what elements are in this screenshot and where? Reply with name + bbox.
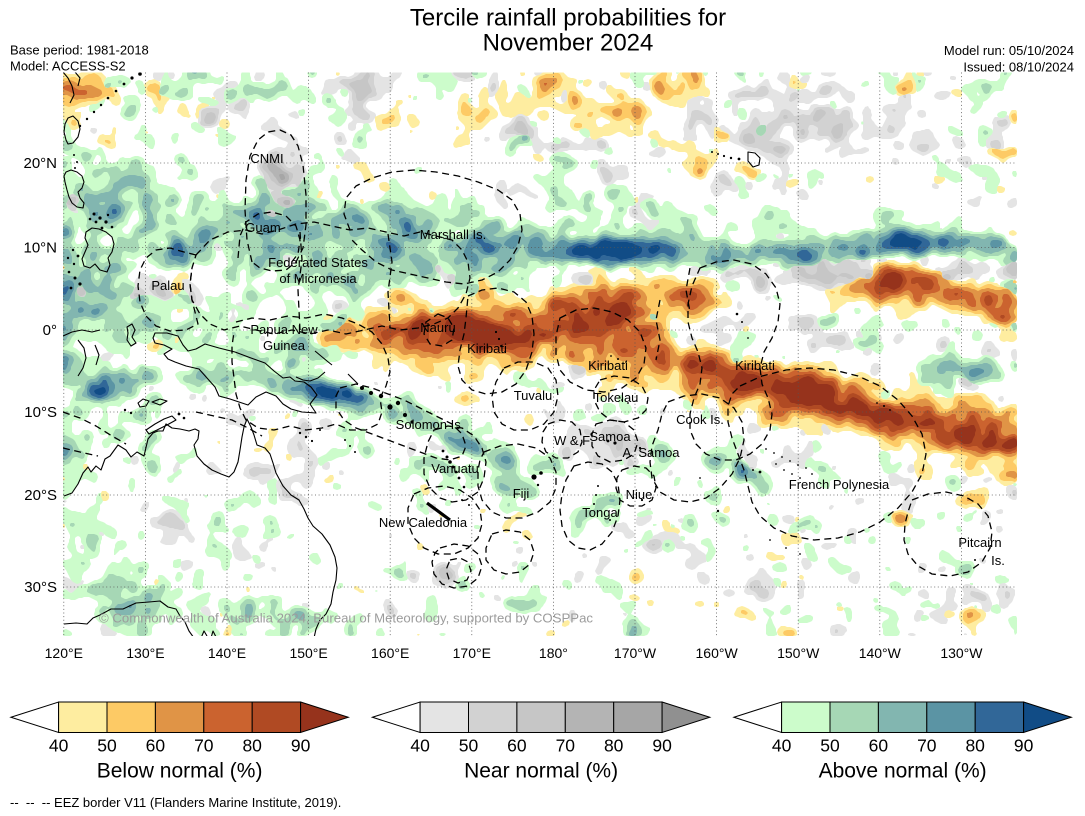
svg-text:20°N: 20°N — [23, 155, 57, 172]
svg-text:160°W: 160°W — [696, 645, 739, 661]
svg-text:90: 90 — [652, 736, 672, 756]
svg-text:60: 60 — [146, 736, 166, 756]
svg-text:Kiribati: Kiribati — [467, 341, 507, 356]
svg-text:Vanuatu: Vanuatu — [431, 461, 478, 476]
svg-text:November 2024: November 2024 — [483, 30, 654, 57]
svg-text:Below normal (%): Below normal (%) — [97, 760, 263, 783]
svg-text:40: 40 — [410, 736, 430, 756]
svg-text:170°W: 170°W — [614, 645, 657, 661]
svg-text:-- -- -- EEZ border V11 (Fla: -- -- -- EEZ border V11 (Flanders Marine… — [10, 795, 341, 810]
svg-text:Solomon Is.: Solomon Is. — [396, 417, 465, 432]
svg-text:Tokelau: Tokelau — [594, 390, 639, 405]
svg-text:70: 70 — [917, 736, 937, 756]
svg-text:10°S: 10°S — [24, 404, 57, 421]
svg-text:Tercile rainfall probabilities: Tercile rainfall probabilities for — [410, 5, 726, 32]
svg-text:170°E: 170°E — [453, 645, 491, 661]
svg-text:Papua New: Papua New — [250, 322, 318, 337]
svg-text:0°: 0° — [43, 322, 57, 339]
svg-text:Kiribati: Kiribati — [735, 358, 775, 373]
svg-text:70: 70 — [194, 736, 214, 756]
svg-text:130°E: 130°E — [126, 645, 164, 661]
svg-text:Fiji: Fiji — [513, 486, 530, 501]
svg-text:Marshall Is.: Marshall Is. — [420, 227, 486, 242]
svg-text:Is.: Is. — [991, 553, 1005, 568]
svg-text:140°W: 140°W — [859, 645, 902, 661]
svg-text:60: 60 — [507, 736, 527, 756]
svg-text:150°W: 150°W — [777, 645, 820, 661]
svg-text:of Micronesia: of Micronesia — [279, 271, 357, 286]
svg-text:Niue: Niue — [626, 487, 653, 502]
svg-text:90: 90 — [1014, 736, 1034, 756]
svg-text:80: 80 — [242, 736, 262, 756]
svg-text:80: 80 — [965, 736, 985, 756]
svg-text:140°E: 140°E — [208, 645, 246, 661]
svg-text:Kiribati: Kiribati — [588, 358, 628, 373]
svg-text:60: 60 — [869, 736, 889, 756]
svg-text:130°W: 130°W — [940, 645, 983, 661]
svg-text:30°S: 30°S — [24, 579, 57, 596]
svg-text:10°N: 10°N — [23, 240, 57, 257]
svg-text:Nauru: Nauru — [420, 320, 455, 335]
svg-text:90: 90 — [291, 736, 311, 756]
svg-text:A. Samoa: A. Samoa — [622, 445, 680, 460]
svg-text:CNMI: CNMI — [250, 151, 283, 166]
svg-text:Tuvalu: Tuvalu — [514, 388, 553, 403]
svg-text:120°E: 120°E — [45, 645, 83, 661]
svg-text:Base period: 1981-2018: Base period: 1981-2018 — [10, 43, 149, 58]
svg-text:50: 50 — [97, 736, 117, 756]
svg-text:W & F: W & F — [554, 433, 590, 448]
svg-text:Model: ACCESS-S2: Model: ACCESS-S2 — [10, 59, 126, 74]
svg-text:80: 80 — [604, 736, 624, 756]
svg-text:Palau: Palau — [151, 278, 184, 293]
svg-text:Pitcairn: Pitcairn — [958, 535, 1001, 550]
svg-text:Guam: Guam — [245, 220, 280, 235]
svg-text:50: 50 — [820, 736, 840, 756]
svg-text:150°E: 150°E — [289, 645, 327, 661]
svg-text:Above normal (%): Above normal (%) — [819, 760, 987, 783]
svg-text:French Polynesia: French Polynesia — [789, 477, 890, 492]
svg-text:Model run: 05/10/2024: Model run: 05/10/2024 — [944, 43, 1074, 58]
svg-text:40: 40 — [772, 736, 792, 756]
svg-text:New Caledonia: New Caledonia — [379, 515, 468, 530]
svg-text:40: 40 — [49, 736, 69, 756]
svg-text:Cook Is.: Cook Is. — [676, 412, 724, 427]
svg-text:Tonga: Tonga — [582, 505, 618, 520]
svg-text:Near normal (%): Near normal (%) — [464, 760, 618, 783]
svg-text:Federated States: Federated States — [268, 255, 368, 270]
svg-text:180°: 180° — [539, 645, 568, 661]
svg-text:70: 70 — [556, 736, 576, 756]
svg-text:160°E: 160°E — [371, 645, 409, 661]
svg-text:Guinea: Guinea — [263, 338, 306, 353]
svg-text:© Commonwealth of Australia 20: © Commonwealth of Australia 2024, Bureau… — [99, 611, 593, 626]
svg-text:Samoa: Samoa — [589, 429, 631, 444]
svg-text:50: 50 — [459, 736, 479, 756]
svg-text:20°S: 20°S — [24, 487, 57, 504]
svg-text:Issued: 08/10/2024: Issued: 08/10/2024 — [963, 60, 1074, 75]
